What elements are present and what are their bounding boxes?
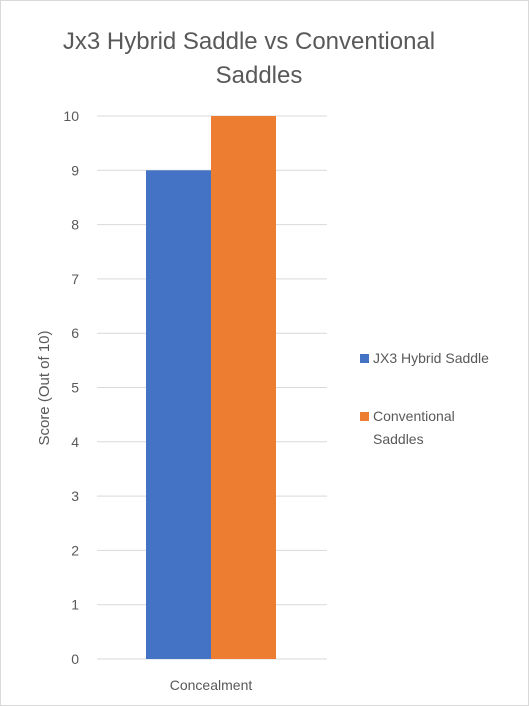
legend: JX3 Hybrid Saddle Conventional Saddles bbox=[360, 350, 489, 447]
y-tick-label: 8 bbox=[71, 217, 79, 233]
legend-label-jx3: JX3 Hybrid Saddle bbox=[373, 350, 489, 366]
chart-title-line-1: Jx3 Hybrid Saddle vs Conventional bbox=[63, 28, 435, 55]
y-tick-label: 6 bbox=[71, 325, 79, 341]
legend-label-conventional-line-2: Saddles bbox=[373, 431, 424, 447]
y-tick-label: 1 bbox=[71, 597, 79, 613]
chart-title-line-2: Saddles bbox=[216, 62, 303, 89]
y-tick-label: 7 bbox=[71, 271, 79, 287]
bar-conventional-saddles bbox=[211, 116, 276, 659]
y-tick-label: 3 bbox=[71, 488, 79, 504]
legend-swatch-jx3 bbox=[360, 354, 369, 363]
y-axis-title: Score (Out of 10) bbox=[36, 330, 53, 445]
category-label-concealment: Concealment bbox=[170, 677, 253, 693]
y-tick-label: 9 bbox=[71, 162, 79, 178]
legend-label-conventional-line-1: Conventional bbox=[373, 408, 455, 424]
y-tick-label: 0 bbox=[71, 651, 79, 667]
y-tick-label: 4 bbox=[71, 434, 79, 450]
y-tick-label: 5 bbox=[71, 380, 79, 396]
y-tick-labels: 0 1 2 3 4 5 6 7 8 9 10 bbox=[63, 108, 79, 667]
legend-swatch-conventional bbox=[360, 412, 369, 421]
bars bbox=[146, 116, 276, 660]
y-tick-label: 2 bbox=[71, 542, 79, 558]
y-tick-label: 10 bbox=[63, 108, 79, 124]
bar-jx3-hybrid-saddle bbox=[146, 170, 211, 660]
